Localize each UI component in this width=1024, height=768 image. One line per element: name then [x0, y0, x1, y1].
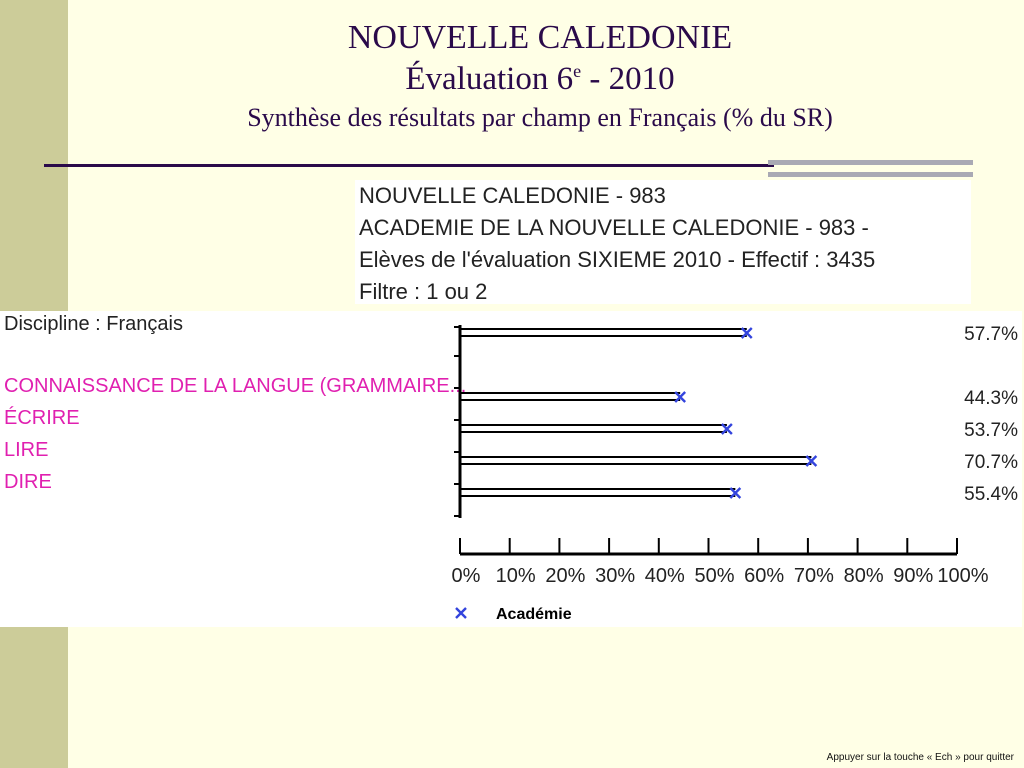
info-line-4: Filtre : 1 ou 2 [359, 279, 488, 304]
info-line-1: NOUVELLE CALEDONIE - 983 [359, 183, 666, 208]
title-line-2: Évaluation 6e - 2010 [100, 58, 980, 100]
academie-marker-4 [729, 487, 742, 499]
title-line-2-sup: e [573, 61, 582, 81]
discipline-label: Discipline : Français [4, 313, 183, 335]
title-line-2-main: Évaluation 6 [405, 61, 574, 97]
legend-label: Académie [496, 606, 572, 623]
academie-marker-3 [805, 455, 818, 467]
value-axis-tick-label-2: 20% [545, 565, 585, 587]
info-panel: NOUVELLE CALEDONIE - 983 ACADEMIE DE LA … [355, 180, 971, 304]
value-axis-tick-label-3: 30% [595, 565, 635, 587]
title-line-2-end: - 2010 [581, 61, 675, 97]
value-label-2: 53.7% [964, 420, 1018, 441]
category-label-lire: LIRE [4, 439, 49, 461]
category-label-dire: DIRE [4, 471, 52, 493]
info-line-3: Elèves de l'évaluation SIXIEME 2010 - Ef… [359, 247, 876, 272]
footer-hint: Appuyer sur la touche « Ech » pour quitt… [826, 752, 1014, 763]
value-axis-tick-label-8: 80% [844, 565, 884, 587]
value-axis-tick-label-5: 50% [694, 565, 734, 587]
value-axis-tick-label-1: 10% [496, 565, 536, 587]
value-label-1: 44.3% [964, 388, 1018, 409]
decor-stripe-top [768, 160, 973, 165]
bar-chart: 57.7% 44.3% 53.7% 70.7% 55.4% 0% 10% 20% 30% 40% 5… [452, 324, 1019, 623]
title-divider [44, 164, 774, 167]
title-line-1: NOUVELLE CALEDONIE [347, 19, 733, 56]
value-axis-tick-label-9: 90% [893, 565, 933, 587]
value-axis-tick-label-10: 100% [937, 565, 988, 587]
academie-marker-0 [740, 327, 753, 339]
academie-marker-1 [674, 391, 687, 403]
value-axis-tick-label-4: 40% [645, 565, 685, 587]
value-label-4: 55.4% [964, 484, 1018, 505]
decor-stripe-bottom [768, 172, 973, 177]
value-axis-tick-label-0: 0% [452, 565, 481, 587]
value-axis-tick-label-7: 70% [794, 565, 834, 587]
title-line-3: Synthèse des résultats par champ en Fran… [247, 103, 833, 132]
category-label-grammaire: CONNAISSANCE DE LA LANGUE (GRAMMAIRE... [4, 375, 467, 397]
category-label-ecrire: ÉCRIRE [4, 407, 80, 429]
value-label-3: 70.7% [964, 452, 1018, 473]
slide-title: NOUVELLE CALEDONIE Évaluation 6e - 2010 … [100, 18, 980, 136]
value-label-0: 57.7% [964, 324, 1018, 345]
legend-marker [455, 607, 467, 619]
value-axis-tick-label-6: 60% [744, 565, 784, 587]
chart-panel: Discipline : Français CONNAISSANCE DE LA… [0, 311, 1022, 627]
info-line-2: ACADEMIE DE LA NOUVELLE CALEDONIE - 983 … [359, 215, 869, 240]
academie-marker-2 [721, 423, 733, 435]
